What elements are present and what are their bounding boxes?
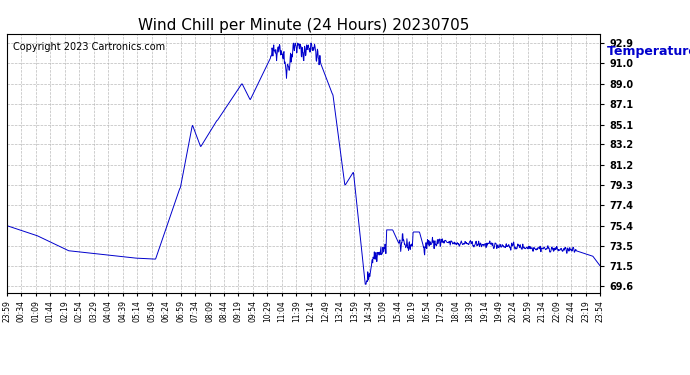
- Title: Wind Chill per Minute (24 Hours) 20230705: Wind Chill per Minute (24 Hours) 2023070…: [138, 18, 469, 33]
- Text: Temperature  (°F): Temperature (°F): [607, 45, 690, 58]
- Text: Copyright 2023 Cartronics.com: Copyright 2023 Cartronics.com: [13, 42, 165, 51]
